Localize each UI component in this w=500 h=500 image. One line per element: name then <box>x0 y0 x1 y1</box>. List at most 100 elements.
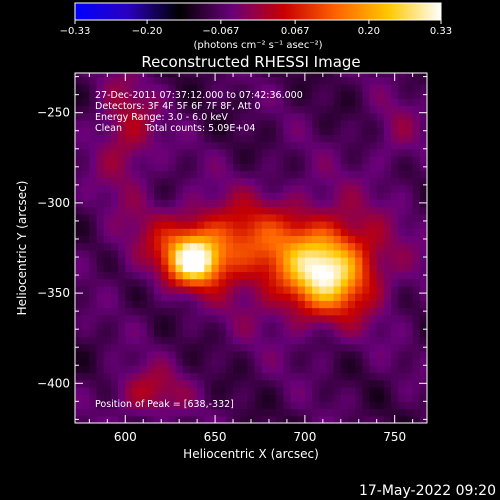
heatmap-cell <box>283 177 292 186</box>
heatmap-cell <box>103 264 112 273</box>
heatmap-cell <box>340 321 349 330</box>
heatmap-cell <box>304 213 313 222</box>
heatmap-cell <box>268 300 277 309</box>
heatmap-cell <box>189 91 198 99</box>
heatmap-cell <box>312 394 320 402</box>
heatmap-cell <box>362 83 371 92</box>
heatmap-cell <box>75 365 83 374</box>
heatmap-cell <box>204 184 213 193</box>
x-tick-label: 750 <box>383 430 406 444</box>
heatmap-cell <box>125 155 134 164</box>
heatmap-cell <box>383 112 392 121</box>
heatmap-cell <box>218 112 227 121</box>
heatmap-cell <box>125 314 134 323</box>
heatmap-cell <box>304 350 313 359</box>
heatmap-cell <box>369 112 378 121</box>
heatmap-cell <box>189 278 198 287</box>
heatmap-cell <box>211 293 220 301</box>
heatmap-cell <box>347 98 356 107</box>
heatmap-cell <box>211 119 220 128</box>
heatmap-cell <box>383 321 392 330</box>
heatmap-cell <box>376 228 385 236</box>
heatmap-cell <box>233 300 241 309</box>
heatmap-cell <box>89 257 98 265</box>
heatmap-cell <box>154 73 162 78</box>
heatmap-cell <box>175 329 184 338</box>
heatmap-cell <box>82 401 90 410</box>
heatmap-cell <box>161 336 169 345</box>
heatmap-cell <box>340 401 349 410</box>
heatmap-cell <box>333 343 342 352</box>
heatmap-cell <box>369 220 378 229</box>
heatmap-cell <box>254 91 263 99</box>
heatmap-cell <box>182 278 191 287</box>
heatmap-cell <box>240 206 248 215</box>
heatmap-cell <box>319 242 328 251</box>
heatmap-cell <box>405 343 414 352</box>
heatmap-cell <box>383 148 392 157</box>
heatmap-cell <box>118 98 126 107</box>
heatmap-cell <box>211 242 220 251</box>
heatmap-cell <box>383 394 392 402</box>
heatmap-cell <box>89 314 98 323</box>
heatmap-cell <box>261 98 270 107</box>
heatmap-cell <box>75 148 83 157</box>
colorbar-ticks: −0.33 −0.20 −0.067 0.067 0.20 0.33 <box>60 20 452 37</box>
heatmap-cell <box>82 264 90 273</box>
heatmap-cell <box>89 235 98 244</box>
heatmap-cell <box>333 119 342 128</box>
heatmap-cell <box>340 155 349 164</box>
heatmap-cell <box>412 264 421 273</box>
heatmap-cell <box>103 350 112 359</box>
heatmap-cell <box>412 271 421 280</box>
heatmap-cell <box>405 394 414 402</box>
heatmap-cell <box>398 155 407 164</box>
heatmap-cell <box>146 73 155 78</box>
heatmap-cell <box>383 372 392 381</box>
heatmap-cell <box>283 228 292 236</box>
heatmap-cell <box>347 228 356 236</box>
heatmap-cell <box>175 271 184 280</box>
heatmap-cell <box>268 91 277 99</box>
heatmap-cell <box>362 184 371 193</box>
heatmap-cell <box>283 235 292 244</box>
heatmap-cell <box>362 336 371 345</box>
heatmap-cell <box>283 257 292 265</box>
heatmap-cell <box>125 76 134 85</box>
heatmap-cell <box>319 184 328 193</box>
heatmap-cell <box>139 278 148 287</box>
heatmap-cell <box>89 170 98 179</box>
heatmap-cell <box>211 192 220 200</box>
heatmap-cell <box>125 206 134 215</box>
heatmap-cell <box>233 235 241 244</box>
heatmap-cell <box>103 91 112 99</box>
heatmap-cell <box>197 220 205 229</box>
heatmap-cell <box>283 365 292 374</box>
heatmap-cell <box>340 249 349 258</box>
heatmap-cell <box>189 177 198 186</box>
heatmap-cell <box>161 163 169 172</box>
heatmap-cell <box>347 386 356 395</box>
heatmap-cell <box>419 249 427 258</box>
heatmap-cell <box>290 141 299 150</box>
heatmap-cell <box>218 329 227 338</box>
heatmap-cell <box>154 112 162 121</box>
heatmap-cell <box>254 264 263 273</box>
heatmap-cell <box>132 336 141 345</box>
heatmap-cell <box>247 177 256 186</box>
heatmap-cell <box>412 336 421 345</box>
heatmap-cell <box>225 242 234 251</box>
heatmap-cell <box>211 336 220 345</box>
heatmap-cell <box>355 199 363 208</box>
heatmap-cell <box>218 321 227 330</box>
chart-title: Reconstructed RHESSI Image <box>141 53 360 71</box>
heatmap-cell <box>132 300 141 309</box>
heatmap-cell <box>211 321 220 330</box>
heatmap-cell <box>297 386 306 395</box>
heatmap-cell <box>211 177 220 186</box>
heatmap-cell <box>355 336 363 345</box>
heatmap-cell <box>383 257 392 265</box>
heatmap-cell <box>283 206 292 215</box>
heatmap-cell <box>211 127 220 135</box>
heatmap-cell <box>283 285 292 294</box>
